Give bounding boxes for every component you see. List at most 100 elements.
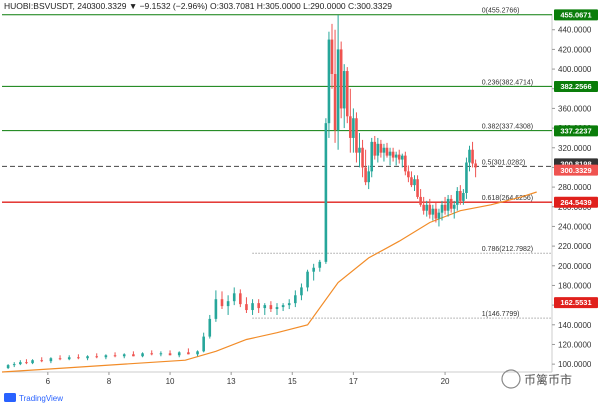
ohlc-readout: 300.3329 ▼ −9.1532 (−2.96%) O:303.7081 H…	[91, 1, 392, 11]
candle-body	[300, 287, 303, 296]
candle-body	[232, 293, 236, 302]
candle-body	[358, 147, 361, 153]
candle-body	[431, 208, 435, 215]
candle-body	[397, 154, 401, 160]
x-tick-label: 15	[288, 377, 297, 386]
candle-body	[391, 151, 395, 158]
candle-body	[364, 167, 367, 183]
candle-body	[452, 204, 456, 209]
tradingview-brand: TradingView	[19, 394, 63, 403]
candle-body	[269, 305, 273, 310]
ma-line	[1, 191, 537, 373]
candle-body	[132, 354, 135, 357]
fib-label: 0.618(264.6256)	[482, 195, 533, 202]
candle-body	[388, 151, 392, 156]
y-tick-label: 220.0000	[558, 242, 592, 251]
x-tick-label: 8	[107, 377, 112, 386]
candle-body	[67, 357, 71, 360]
candle-body	[113, 355, 117, 357]
fib-label: 0.382(337.4308)	[482, 124, 533, 131]
price-badge-label: 382.2566	[560, 82, 591, 91]
candle-body	[226, 301, 230, 307]
y-tick-label: 100.0000	[558, 360, 592, 369]
candle-body	[367, 171, 370, 183]
badges-layer: 455.0671 382.2566 337.2237 300.8198300.3329…	[554, 9, 598, 309]
price-badge	[554, 297, 598, 309]
candle-body	[449, 198, 453, 209]
candle-body	[159, 353, 163, 355]
candle-body	[342, 71, 346, 109]
candle-body	[327, 39, 331, 124]
y-tick-label: 360.0000	[558, 104, 592, 113]
x-tick-label: 17	[349, 377, 358, 386]
price-badge-label: 162.5531	[560, 298, 591, 307]
candle-body	[459, 191, 462, 201]
candle-body	[202, 336, 205, 352]
candle-body	[275, 307, 279, 310]
candle-body	[385, 147, 389, 156]
candle-body	[419, 196, 422, 205]
candle-body	[474, 163, 477, 168]
price-badge-label: 300.8198	[560, 159, 591, 168]
candle-body	[306, 271, 309, 288]
candles-layer	[6, 14, 477, 370]
y-tick-label: 320.0000	[558, 144, 592, 153]
y-tick-label: 180.0000	[558, 281, 592, 290]
y-tick-label: 400.0000	[558, 65, 592, 74]
price-badge	[554, 9, 598, 21]
price-badge-label: 337.2237	[560, 126, 591, 135]
candle-body	[257, 303, 260, 309]
candle-body	[446, 198, 450, 211]
candle-body	[382, 147, 386, 153]
y-tick-label: 440.0000	[558, 26, 592, 35]
symbol-title: HUOBI:BSVUSDT, 240	[4, 1, 92, 11]
candle-body	[281, 305, 285, 308]
candle-body	[468, 149, 471, 163]
candle-body	[379, 143, 383, 153]
candle-body	[263, 305, 267, 309]
tradingview-logo[interactable]: TradingView	[4, 393, 63, 403]
candle-body	[352, 118, 355, 138]
candle-body	[40, 360, 44, 362]
grid-layer	[2, 14, 553, 373]
candle-body	[25, 362, 28, 364]
price-badge-label: 264.5439	[560, 198, 591, 207]
candle-body	[434, 208, 438, 219]
y-tick-label: 240.0000	[558, 222, 592, 231]
y-tick-label: 420.0000	[558, 45, 592, 54]
candle-body	[407, 171, 410, 178]
candle-body	[422, 204, 425, 211]
fib-label: 0.236(382.4714)	[482, 79, 533, 86]
candle-body	[428, 204, 432, 215]
fib-label: 0.5(301.0282)	[482, 159, 526, 166]
candle-body	[370, 141, 374, 172]
candle-body	[122, 354, 126, 357]
candle-body	[214, 299, 218, 319]
price-badge	[554, 196, 598, 208]
candle-body	[196, 351, 199, 355]
candle-body	[294, 295, 297, 304]
x-tick-label: 10	[166, 377, 175, 386]
fib-layer: 0(455.2766) 0.236(382.4714) 0.382(337.4308…	[2, 8, 552, 319]
candle-body	[6, 365, 10, 369]
x-tick-label: 20	[441, 377, 450, 386]
candle-body	[462, 193, 465, 201]
price-badge-label: 455.0671	[560, 11, 591, 20]
candle-body	[141, 353, 144, 357]
price-badge	[554, 125, 598, 137]
candle-body	[58, 358, 62, 360]
candle-body	[413, 179, 416, 186]
candle-body	[220, 299, 224, 307]
candle-body	[373, 141, 377, 156]
candle-body	[324, 123, 328, 262]
price-badge	[554, 164, 598, 176]
candle-body	[31, 360, 34, 364]
watermark-icon	[501, 369, 521, 389]
y-tick-label: 280.0000	[558, 183, 592, 192]
y-tick-label: 140.0000	[558, 321, 592, 330]
candle-body	[443, 204, 447, 211]
price-badge	[554, 81, 598, 93]
candle-body	[77, 357, 80, 359]
candle-body	[177, 352, 181, 356]
